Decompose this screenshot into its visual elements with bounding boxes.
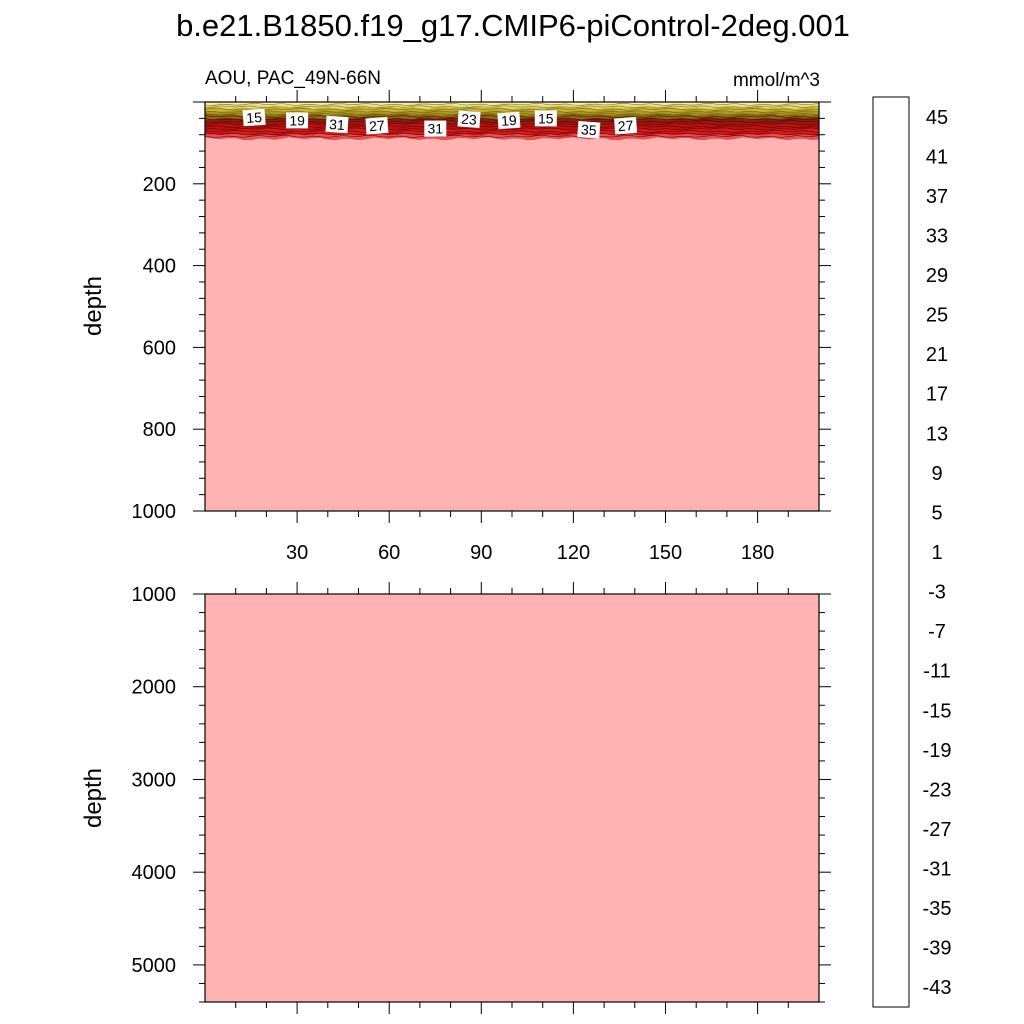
colorbar-label: 33 bbox=[926, 226, 948, 248]
contour-label-text: 27 bbox=[369, 117, 386, 134]
contour-label: 23 bbox=[457, 110, 481, 128]
contour-line bbox=[204, 102, 820, 106]
y-tick-label: 4000 bbox=[132, 862, 177, 884]
colorbar-label: 13 bbox=[926, 423, 948, 445]
colorbar-label: 25 bbox=[926, 305, 948, 327]
contour-label-box bbox=[365, 116, 389, 135]
contour-line bbox=[204, 107, 820, 111]
contour-label: 15 bbox=[242, 108, 266, 127]
colorbar: 45 41 37 33 29 25 21 17 13 9 5 1 -3 -7 -11 -15 -19 -23 -27… bbox=[872, 96, 952, 1008]
y-tick-label: 1000 bbox=[132, 584, 177, 606]
x-tick-label: 120 bbox=[557, 542, 590, 564]
contour-label: 19 bbox=[497, 111, 521, 130]
colorbar-label: -39 bbox=[923, 938, 952, 960]
x-tick-label: 60 bbox=[378, 542, 400, 564]
colorbar-label: -23 bbox=[923, 779, 952, 801]
contour-label-box bbox=[457, 110, 481, 128]
x-tick-label: 30 bbox=[286, 542, 308, 564]
units-label: mmol/m^3 bbox=[733, 70, 820, 91]
lower-y-axis-label: depth bbox=[80, 768, 107, 828]
y-tick-label: 2000 bbox=[132, 677, 177, 699]
upper-y-axis-label: depth bbox=[80, 276, 107, 336]
y-tick-label: 5000 bbox=[132, 955, 177, 977]
contour-label-text: 31 bbox=[329, 116, 346, 133]
upper-field-fill bbox=[205, 102, 819, 511]
surface-contour-layer bbox=[204, 102, 820, 141]
contour-label: 15 bbox=[534, 110, 557, 127]
chart-title: b.e21.B1850.f19_g17.CMIP6-piControl-2deg… bbox=[176, 8, 850, 43]
contour-label-text: 31 bbox=[428, 121, 444, 137]
contour-label-box bbox=[497, 111, 521, 130]
contour-line bbox=[204, 134, 820, 138]
surface-band bbox=[205, 133, 819, 141]
lower-axis-ticks: 1000 2000 3000 4000 5000 bbox=[132, 582, 831, 1014]
x-tick-label: 180 bbox=[741, 542, 774, 564]
contour-line bbox=[204, 127, 820, 131]
y-tick-label: 800 bbox=[143, 419, 176, 441]
colorbar-label: -11 bbox=[923, 661, 950, 683]
colorbar-label: -35 bbox=[923, 898, 952, 920]
contour-label-text: 23 bbox=[461, 111, 478, 128]
contour-label-text: 19 bbox=[289, 112, 305, 128]
y-tick-label: 400 bbox=[143, 256, 176, 278]
contour-label-text: 15 bbox=[538, 110, 554, 126]
colorbar-label: -3 bbox=[928, 582, 946, 604]
colorbar-label: 41 bbox=[926, 146, 948, 168]
contour-line bbox=[204, 132, 820, 136]
y-tick-label: 600 bbox=[143, 337, 176, 359]
contour-label-text: 35 bbox=[580, 121, 597, 138]
colorbar-label: 45 bbox=[926, 107, 948, 129]
contour-line bbox=[204, 129, 820, 133]
colorbar-label: -43 bbox=[923, 977, 952, 999]
contour-label-box bbox=[534, 110, 557, 127]
contour-label-text: 27 bbox=[617, 117, 634, 134]
upper-axis-ticks: 30 60 90 120 150 180 200 400 600 800 1000 bbox=[132, 90, 831, 564]
contour-line bbox=[204, 105, 820, 109]
contour-label-box bbox=[286, 112, 309, 129]
contour-label: 35 bbox=[577, 121, 601, 139]
contour-label: 27 bbox=[365, 116, 389, 135]
colorbar-frame bbox=[872, 96, 910, 1008]
contour-label: 19 bbox=[286, 112, 309, 129]
colorbar-label: -7 bbox=[928, 621, 946, 643]
contour-label: 27 bbox=[614, 116, 638, 135]
contour-label-text: 15 bbox=[246, 109, 263, 126]
x-tick-label: 150 bbox=[649, 542, 682, 564]
y-tick-label: 200 bbox=[143, 174, 176, 196]
contour-label-text: 19 bbox=[501, 112, 518, 129]
upper-panel: AOU, PAC_49N-66N mmol/m^3 15 19 31 27 31 23 19… bbox=[80, 68, 831, 564]
y-tick-label: 3000 bbox=[132, 769, 177, 791]
contour-label-box bbox=[325, 115, 349, 134]
y-tick-label: 1000 bbox=[132, 501, 177, 523]
colorbar-label: -19 bbox=[923, 740, 952, 762]
contour-label-box bbox=[242, 108, 266, 127]
colorbar-label: 29 bbox=[926, 265, 948, 287]
colorbar-label: -15 bbox=[923, 700, 952, 722]
colorbar-label: 1 bbox=[931, 542, 942, 564]
colorbar-label: 17 bbox=[926, 384, 948, 406]
region-label: AOU, PAC_49N-66N bbox=[205, 68, 381, 89]
x-tick-label: 90 bbox=[470, 542, 492, 564]
colorbar-label: 21 bbox=[926, 344, 948, 366]
colorbar-label: -27 bbox=[923, 819, 952, 841]
colorbar-label: 5 bbox=[931, 502, 942, 524]
contour-label-box bbox=[614, 116, 638, 135]
contour-label-box bbox=[577, 121, 601, 139]
contour-label: 31 bbox=[325, 115, 349, 134]
lower-field-fill bbox=[205, 594, 819, 1002]
colorbar-label: 9 bbox=[931, 463, 942, 485]
colorbar-label: -31 bbox=[923, 859, 952, 881]
contour-label: 31 bbox=[424, 120, 447, 137]
colorbar-label: 37 bbox=[926, 186, 948, 208]
contour-label-box bbox=[424, 120, 447, 137]
contour-labels: 15 19 31 27 31 23 19 15 35 27 bbox=[242, 108, 638, 139]
lower-panel: 1000 2000 3000 4000 5000 depth bbox=[80, 582, 831, 1014]
